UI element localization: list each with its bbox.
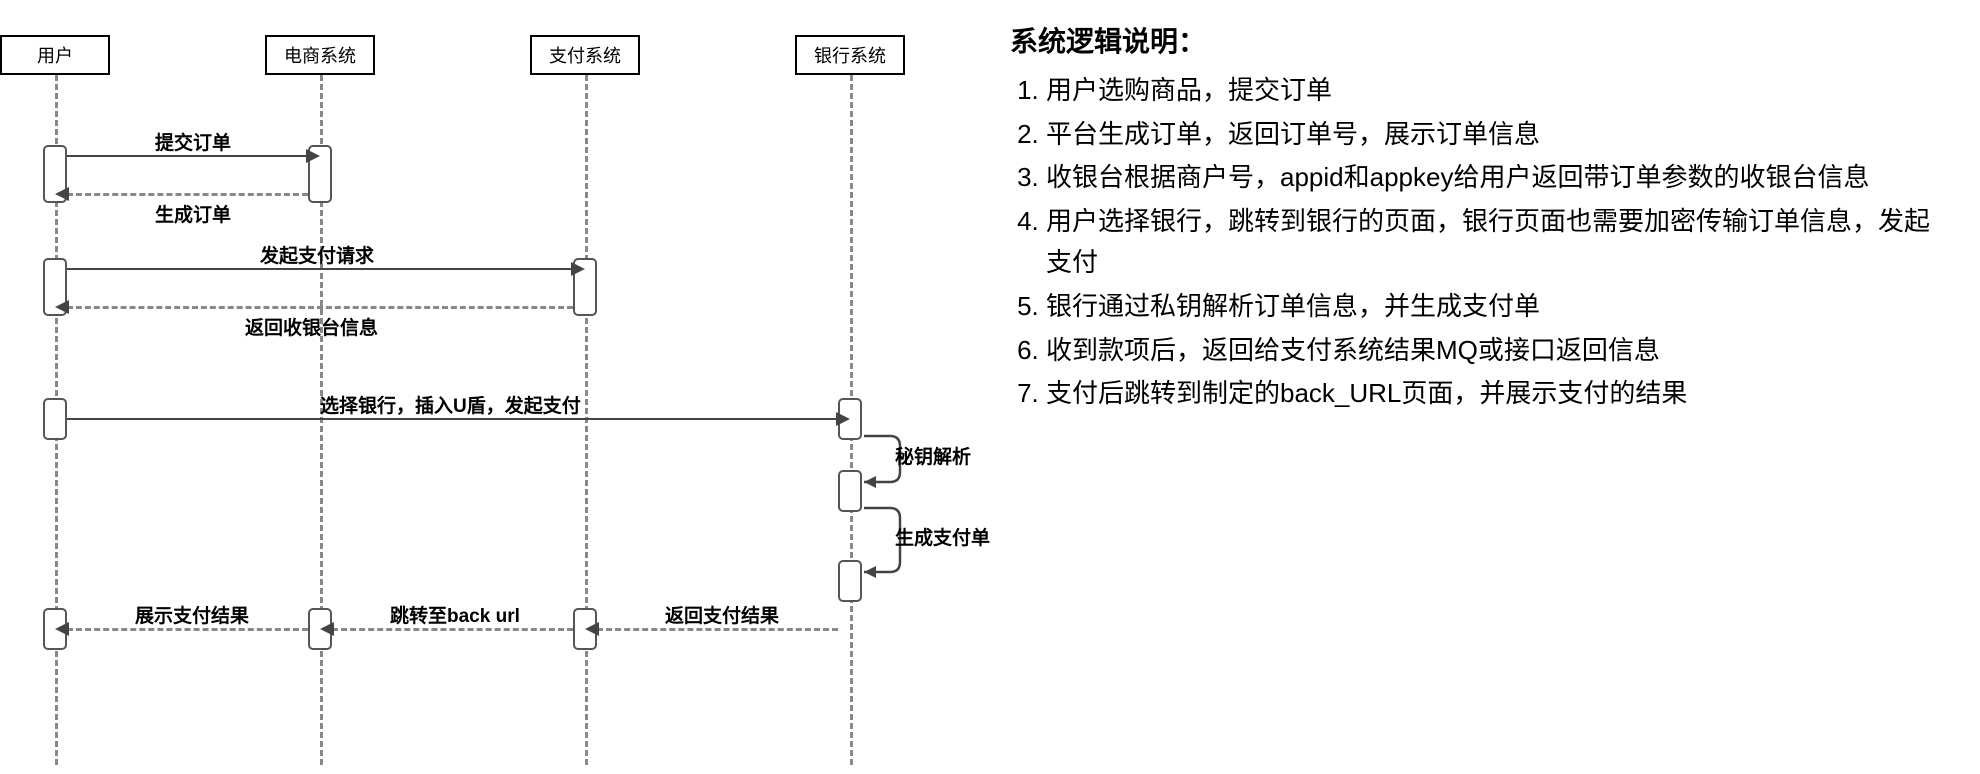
message-label: 提交订单 [155,128,231,155]
explanation-panel: 系统逻辑说明： 用户选购商品，提交订单平台生成订单，返回订单号，展示订单信息收银… [1000,0,1980,774]
arrowhead-icon [585,622,599,636]
message-label: 生成订单 [155,200,231,227]
explanation-item: 收银台根据商户号，appid和appkey给用户返回带订单参数的收银台信息 [1046,157,1950,199]
message-arrow [67,418,838,420]
arrowhead-icon [306,149,320,163]
sequence-diagram: 用户 电商系统 支付系统 银行系统提交订单生成订单发起支付请求返回收银台信息选择银行，… [0,0,1000,774]
self-message-label: 生成支付单 [895,523,990,550]
arrowhead-icon [571,262,585,276]
explanation-item: 平台生成订单，返回订单号，展示订单信息 [1046,114,1950,156]
explanation-item: 收到款项后，返回给支付系统结果MQ或接口返回信息 [1046,330,1950,372]
arrowhead-icon [55,622,69,636]
activation [838,470,862,512]
message-arrow [67,268,573,270]
arrowhead-icon [55,187,69,201]
arrowhead-icon [55,300,69,314]
actor-ecom: 电商系统 [265,35,375,75]
explanation-item: 银行通过私钥解析订单信息，并生成支付单 [1046,286,1950,328]
activation [838,560,862,602]
message-label: 跳转至back url [390,601,520,628]
message-label: 发起支付请求 [260,241,374,268]
message-arrow [332,628,573,631]
explanation-item: 用户选购商品，提交订单 [1046,70,1950,112]
message-arrow [67,628,308,631]
explanation-item: 支付后跳转到制定的back_URL页面，并展示支付的结果 [1046,373,1950,415]
explanation-title: 系统逻辑说明： [1010,20,1950,60]
self-message-label: 秘钥解析 [895,442,971,469]
message-arrow [67,306,573,309]
actor-payment: 支付系统 [530,35,640,75]
explanation-list: 用户选购商品，提交订单平台生成订单，返回订单号，展示订单信息收银台根据商户号，a… [1010,70,1950,415]
message-arrow [67,193,308,196]
message-arrow [597,628,838,631]
actor-bank: 银行系统 [795,35,905,75]
actor-user: 用户 [0,35,110,75]
message-label: 返回支付结果 [665,601,779,628]
arrowhead-icon [836,412,850,426]
activation [43,398,67,440]
message-label: 展示支付结果 [135,601,249,628]
message-label: 返回收银台信息 [245,313,378,340]
explanation-item: 用户选择银行，跳转到银行的页面，银行页面也需要加密传输订单信息，发起支付 [1046,201,1950,284]
message-arrow [67,155,308,157]
lifeline-payment [585,75,588,765]
arrowhead-icon [320,622,334,636]
message-label: 选择银行，插入U盾，发起支付 [320,391,581,418]
